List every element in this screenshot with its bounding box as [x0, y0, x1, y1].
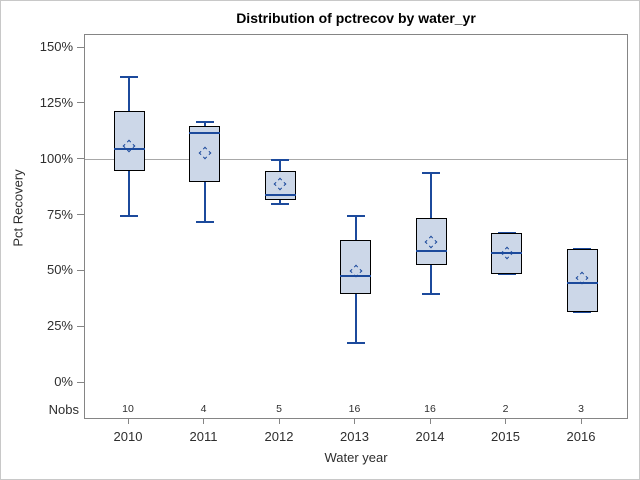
- y-tick-label: 25%: [46, 318, 73, 334]
- y-tick-label: 75%: [46, 206, 73, 222]
- y-axis-tick: [77, 381, 84, 383]
- x-tick-label-2010: 2010: [113, 429, 143, 444]
- x-axis-label: Water year: [324, 450, 388, 465]
- box-2010: [113, 110, 145, 171]
- y-axis-tick: [77, 214, 84, 215]
- x-axis-tick: [127, 419, 129, 424]
- x-axis-tick: [278, 419, 280, 424]
- whisker-cap-low-2012: [271, 203, 289, 206]
- x-tick-label-2013: 2013: [340, 429, 369, 444]
- nobs-value-2013: 16: [348, 403, 361, 415]
- box-2011: [189, 126, 220, 182]
- y-tick-label: 100%: [39, 150, 73, 166]
- median-line-2015: [491, 252, 522, 255]
- chart-title: Distribution of pctrecov by water_yr: [236, 10, 476, 26]
- nobs-value-2014: 16: [424, 403, 436, 415]
- nobs-value-2011: 4: [200, 403, 207, 415]
- y-axis-tick: [77, 269, 84, 271]
- y-axis-tick: [77, 102, 84, 104]
- y-axis-tick: [77, 158, 84, 160]
- x-axis-tick: [580, 419, 582, 424]
- y-axis-tick: [77, 325, 84, 327]
- median-line-2013: [340, 274, 371, 277]
- nobs-value-2016: 3: [578, 403, 584, 415]
- median-line-2012: [264, 194, 296, 197]
- nobs-value-2015: 2: [502, 403, 509, 415]
- whisker-cap-low-2013: [346, 341, 365, 344]
- reference-line-100pct: [85, 159, 627, 161]
- whisker-cap-low-2015: [497, 272, 516, 275]
- y-tick-label: 0%: [54, 374, 73, 389]
- y-axis-tick: [77, 46, 84, 48]
- x-axis-tick: [354, 419, 355, 424]
- x-tick-label-2014: 2014: [415, 429, 445, 444]
- whisker-cap-low-2011: [195, 221, 214, 224]
- y-tick-label: 50%: [46, 262, 73, 278]
- whisker-cap-low-2010: [120, 214, 138, 217]
- y-axis-label: Pct Recovery: [10, 169, 26, 247]
- whisker-cap-high-2013: [346, 214, 365, 217]
- box-2016: [566, 249, 598, 312]
- nobs-row-label: Nobs: [48, 402, 79, 417]
- whisker-cap-low-2016: [573, 310, 591, 313]
- median-line-2014: [415, 250, 447, 253]
- x-tick-label-2015: 2015: [491, 429, 520, 444]
- whisker-cap-high-2011: [195, 120, 214, 123]
- x-axis-tick: [429, 419, 431, 424]
- x-tick-label-2016: 2016: [566, 429, 596, 444]
- x-tick-label-2011: 2011: [189, 429, 218, 444]
- y-tick-label: 125%: [39, 94, 73, 110]
- whisker-cap-low-2014: [422, 292, 440, 295]
- box-2013: [340, 240, 371, 294]
- nobs-value-2010: 10: [122, 403, 134, 415]
- box-2014: [415, 217, 447, 265]
- nobs-value-2012: 5: [276, 403, 282, 415]
- whisker-cap-high-2010: [120, 76, 138, 79]
- median-line-2010: [113, 147, 145, 150]
- x-axis-tick: [505, 419, 506, 424]
- median-line-2011: [189, 131, 220, 134]
- y-tick-label: 150%: [39, 39, 73, 54]
- x-tick-label-2012: 2012: [264, 429, 294, 444]
- plot-area: [84, 34, 628, 419]
- whisker-cap-high-2014: [422, 172, 440, 175]
- x-axis-tick: [203, 419, 204, 424]
- whisker-cap-high-2012: [271, 158, 289, 161]
- median-line-2016: [566, 281, 598, 284]
